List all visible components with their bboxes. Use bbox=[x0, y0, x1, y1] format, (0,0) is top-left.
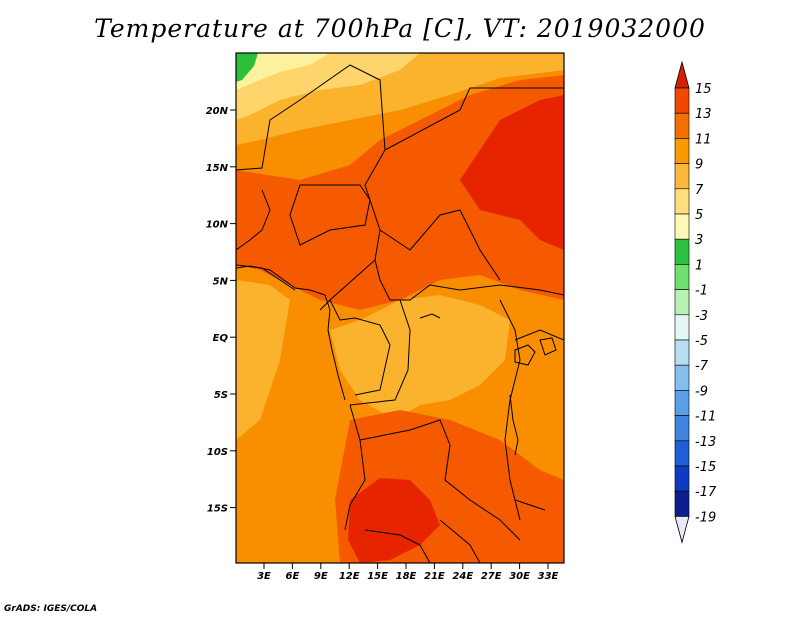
lon-label: 27E bbox=[481, 571, 502, 582]
colorbar-segment bbox=[674, 87, 690, 114]
lat-label: 20N bbox=[206, 106, 229, 117]
latitude-axis: 20N 15N 10N 5N EQ 5S 10S 15S bbox=[206, 106, 236, 515]
colorbar-label: 3 bbox=[695, 233, 703, 248]
longitude-axis: 3E 6E 9E 12E 15E 18E 21E 24E 27E 30E 33E bbox=[257, 563, 559, 582]
colorbar-segment bbox=[674, 339, 690, 366]
colorbar-label: -19 bbox=[695, 510, 716, 525]
colorbar-segment bbox=[674, 415, 690, 442]
coastline bbox=[236, 265, 346, 401]
colorbar-label: -7 bbox=[695, 359, 709, 374]
colorbar-segment bbox=[674, 490, 690, 517]
colorbar-label: -3 bbox=[695, 309, 708, 324]
lon-label: 21E bbox=[424, 571, 445, 582]
lat-label: 10S bbox=[207, 447, 228, 458]
colorbar-segment bbox=[674, 188, 690, 215]
colorbar-segment bbox=[674, 440, 690, 467]
map-title: Temperature at 700hPa [C], VT: 201903200… bbox=[94, 14, 706, 43]
lon-label: 15E bbox=[367, 571, 388, 582]
lat-label: 10N bbox=[206, 220, 229, 231]
field-1c-corner bbox=[236, 53, 258, 82]
colorbar-label: -17 bbox=[695, 485, 717, 500]
lon-label: 24E bbox=[452, 571, 473, 582]
colorbar-label: 9 bbox=[695, 158, 703, 173]
field-9c-atlantic bbox=[236, 280, 290, 440]
colorbar-segment bbox=[674, 238, 690, 265]
temperature-field bbox=[236, 53, 564, 563]
colorbar-segment bbox=[674, 364, 690, 391]
colorbar-label: -1 bbox=[695, 284, 708, 299]
lon-label: 12E bbox=[339, 571, 360, 582]
lon-label: 3E bbox=[257, 571, 271, 582]
colorbar-label: 15 bbox=[695, 82, 712, 97]
lon-label: 18E bbox=[396, 571, 417, 582]
country-borders bbox=[236, 64, 564, 563]
colorbar-label: 5 bbox=[695, 208, 703, 223]
colorbar: 15 13 11 9 7 5 3 1 -1 -3 -5 -7 -9 -11 -13 -15 -17 -19 bbox=[674, 60, 717, 544]
colorbar-bottom-arrow bbox=[674, 516, 690, 544]
map-frame bbox=[235, 52, 565, 564]
colorbar-label: -11 bbox=[695, 410, 716, 425]
colorbar-segment bbox=[674, 213, 690, 240]
colorbar-label: -13 bbox=[695, 435, 716, 450]
colorbar-label: -9 bbox=[695, 384, 708, 399]
field-15c-east bbox=[460, 95, 564, 250]
lon-label: 6E bbox=[286, 571, 300, 582]
lat-label: 5N bbox=[213, 276, 229, 287]
colorbar-segment bbox=[674, 390, 690, 416]
colorbar-segment bbox=[674, 314, 690, 341]
field-9c-central bbox=[330, 295, 510, 420]
field-3c-north bbox=[236, 53, 330, 90]
lat-label: 15N bbox=[206, 163, 229, 174]
lon-label: 30E bbox=[509, 571, 530, 582]
colorbar-segment bbox=[674, 465, 690, 492]
colorbar-label: 1 bbox=[695, 258, 703, 273]
colorbar-segment bbox=[674, 289, 690, 316]
lat-label: 5S bbox=[214, 390, 228, 401]
lon-label: 9E bbox=[314, 571, 328, 582]
field-15c-south bbox=[348, 478, 440, 563]
lon-label: 33E bbox=[538, 571, 559, 582]
colorbar-label: -15 bbox=[695, 460, 716, 475]
colorbar-label: 11 bbox=[695, 132, 712, 147]
lakes bbox=[419, 313, 557, 511]
lat-label: 15S bbox=[207, 504, 228, 515]
colorbar-label: 13 bbox=[695, 107, 712, 122]
colorbar-segment bbox=[674, 163, 690, 190]
grads-credit: GrADS: IGES/COLA bbox=[4, 604, 98, 614]
field-13c-north bbox=[236, 75, 564, 310]
colorbar-segment bbox=[674, 112, 690, 139]
colorbar-label: 7 bbox=[695, 183, 704, 198]
colorbar-segment bbox=[674, 138, 690, 164]
colorbar-top-arrow bbox=[674, 60, 690, 89]
colorbar-label: -5 bbox=[695, 334, 708, 349]
colorbar-segment bbox=[674, 264, 690, 290]
lat-label: EQ bbox=[213, 333, 229, 344]
